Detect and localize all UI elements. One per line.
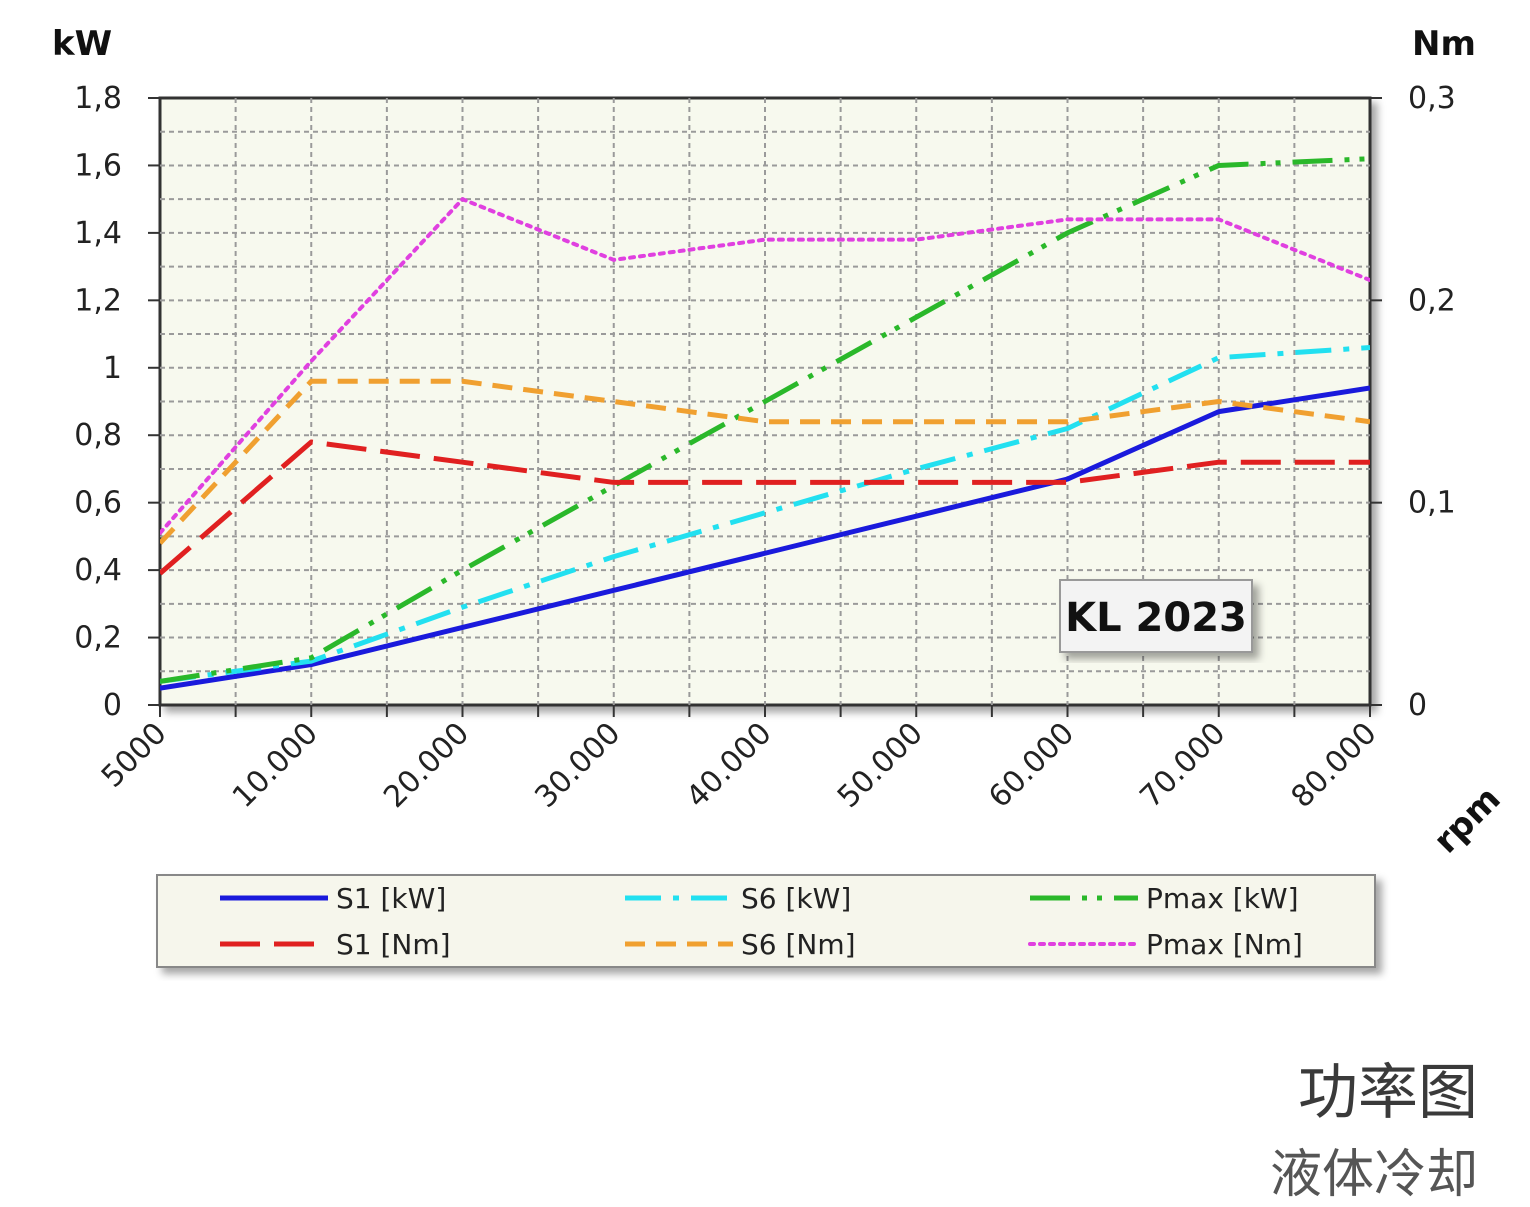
y-left-tick-label: 1,2 xyxy=(74,283,122,318)
x-tick-label: 80.000 xyxy=(1285,716,1384,815)
x-tick-label: 30.000 xyxy=(528,716,627,815)
x-tick-label: 10.000 xyxy=(226,716,325,815)
series-line-s1-nm xyxy=(160,439,1370,576)
series-line-s6-kw xyxy=(160,345,1370,684)
y-right-tick-label: 0 xyxy=(1408,688,1427,723)
y-left-tick-label: 0,8 xyxy=(74,418,122,453)
y-left-tick-label: 0,6 xyxy=(74,486,122,521)
y-right-tick-label: 0,1 xyxy=(1408,486,1456,521)
series-line-pmax-nm xyxy=(160,197,1370,536)
y-left-tick-label: 1 xyxy=(103,351,122,386)
caption-subtitle: 液体冷却 xyxy=(1269,1145,1478,1205)
power-chart: 0 0,2 0,4 0,6 0,8 1 1,2 1,4 1,6 1,8 0 0,1 0,2 0,3 5000… xyxy=(52,24,1508,968)
legend-label: Pmax [kW] xyxy=(1146,882,1299,915)
x-tick-label: 60.000 xyxy=(982,716,1081,815)
x-tick-label: 40.000 xyxy=(680,716,779,815)
annotation-text: KL 2023 xyxy=(1065,595,1247,641)
y-right-tick-label: 0,2 xyxy=(1408,283,1456,318)
legend-label: S1 [kW] xyxy=(336,882,446,915)
x-tick-label: 5000 xyxy=(95,716,174,795)
y-left-tick-label: 0,4 xyxy=(74,553,122,588)
x-axis-unit: rpm xyxy=(1426,779,1508,861)
legend-label: S6 [Nm] xyxy=(741,928,856,961)
series-line-pmax-kw xyxy=(160,156,1370,684)
legend-label: S6 [kW] xyxy=(741,882,851,915)
x-tick-label: 50.000 xyxy=(831,716,930,815)
y-left-tick-label: 0,2 xyxy=(74,621,122,656)
x-tick-label: 70.000 xyxy=(1133,716,1232,815)
y-right-tick-label: 0,3 xyxy=(1408,81,1456,116)
y-left-tick-label: 0 xyxy=(103,688,122,723)
y-left-tick-label: 1,8 xyxy=(74,81,122,116)
y-axis-left-unit: kW xyxy=(52,24,112,64)
caption-title: 功率图 xyxy=(1298,1058,1478,1128)
legend-label: Pmax [Nm] xyxy=(1146,928,1303,961)
annotation-box: KL 2023 xyxy=(1059,579,1253,653)
series-layer xyxy=(160,156,1370,691)
series-line-s1-kw xyxy=(160,385,1370,691)
y-left-tick-label: 1,6 xyxy=(74,148,122,183)
x-tick-label: 20.000 xyxy=(377,716,476,815)
y-axis-right-unit: Nm xyxy=(1412,24,1476,64)
legend: S1 [kW] S6 [kW] Pmax [kW] S1 [Nm] S6 [Nm] Pma… xyxy=(156,874,1376,968)
legend-label: S1 [Nm] xyxy=(336,928,451,961)
y-left-tick-label: 1,4 xyxy=(74,216,122,251)
